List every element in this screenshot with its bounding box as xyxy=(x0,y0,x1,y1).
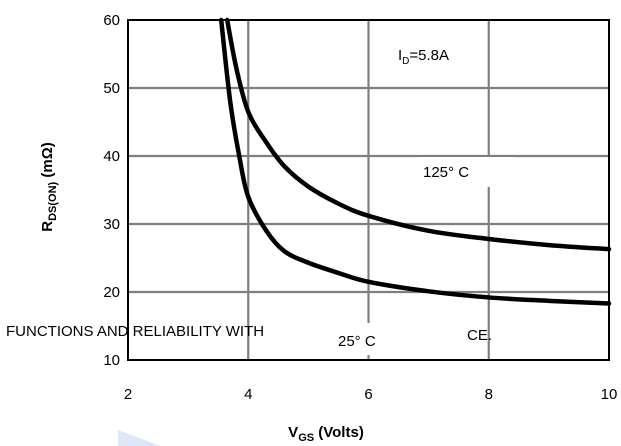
x-axis-title: VGS (Volts) xyxy=(288,424,364,444)
x-tick-labels: 2 4 6 8 10 xyxy=(124,386,618,403)
x-tick-label: 10 xyxy=(601,386,618,403)
y-axis-title: RDS(ON) (mΩ) xyxy=(39,142,59,231)
y-grid-lines xyxy=(128,86,609,294)
grid-lines xyxy=(247,20,490,360)
x-tick-label: 6 xyxy=(364,386,372,403)
y-tick-label: 30 xyxy=(103,216,120,233)
id-annotation: ID=5.8A xyxy=(398,47,449,67)
label-25: 25° C xyxy=(338,333,376,350)
label-125: 125° C xyxy=(423,164,469,181)
y-tick-label: 20 xyxy=(103,284,120,301)
label-25-bg xyxy=(334,323,464,355)
watermark-triangle xyxy=(118,430,160,446)
watermark-text-left: FUNCTIONS AND RELIABILITY WITH xyxy=(6,323,264,340)
watermark-text-right: CE. xyxy=(467,327,492,344)
y-tick-label: 60 xyxy=(103,12,120,29)
y-tick-label: 40 xyxy=(103,148,120,165)
series-line-125c xyxy=(224,17,612,252)
x-tick-label: 8 xyxy=(485,386,493,403)
x-tick-label: 2 xyxy=(124,386,132,403)
y-tick-label: 10 xyxy=(103,352,120,369)
label-125-bg xyxy=(418,157,514,187)
x-tick-label: 4 xyxy=(244,386,252,403)
series-line-25c xyxy=(218,17,612,306)
y-tick-label: 50 xyxy=(103,80,120,97)
y-tick-labels: 10 20 30 40 50 60 xyxy=(103,12,120,369)
plot-frame xyxy=(127,19,610,361)
series-group xyxy=(218,17,612,306)
